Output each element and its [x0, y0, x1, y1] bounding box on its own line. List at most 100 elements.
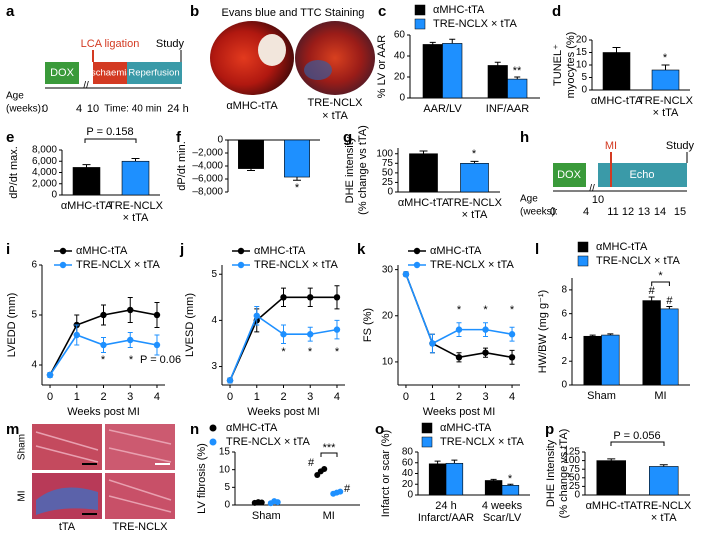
x-tick-label: 2: [100, 391, 106, 403]
y-tick-label: 6: [31, 260, 37, 271]
bar: [442, 43, 463, 99]
bar: [642, 300, 661, 386]
event-label: MI: [605, 140, 617, 152]
point: [307, 294, 314, 301]
y-tick-label: 30: [382, 264, 394, 275]
y-tick-label: 20: [382, 310, 394, 321]
point: [337, 488, 344, 495]
point: [253, 312, 260, 319]
point: [100, 311, 107, 319]
y-tick-label: 2,000: [32, 178, 57, 189]
legend-label: TRE-NCLX × tTA: [596, 255, 681, 267]
bar: [238, 139, 264, 169]
x-tick-label: 2: [280, 391, 286, 403]
column-label: TRE-NCLX: [112, 521, 168, 533]
x-tick-label: 4: [509, 391, 515, 403]
x-tick-label: αMHC-tTA: [398, 197, 450, 209]
x-tick-label: 0: [47, 391, 53, 403]
y-axis-label: dP/dt min.: [176, 141, 188, 191]
annotation: #: [666, 295, 673, 307]
age-tick: 13: [638, 206, 650, 218]
error-bar: [293, 177, 301, 181]
x-tick-label: TRE-NCLX: [447, 197, 503, 209]
row-label: Sham: [17, 434, 28, 460]
dox-box: [45, 62, 79, 84]
y-axis-label: HW/BW (mg g⁻¹): [537, 290, 549, 373]
y-tick-label: –4,000: [192, 161, 223, 172]
panel-letter: n: [190, 421, 199, 438]
bar: [484, 480, 503, 496]
point: [482, 349, 489, 356]
dox-label: DOX: [557, 169, 582, 181]
error-bar: [666, 306, 673, 309]
y-tick-label: 25: [382, 177, 394, 188]
y-axis-label: LV fibrosis (%): [196, 443, 208, 514]
point: [333, 294, 341, 301]
annotation: *: [510, 304, 515, 316]
x-tick-label: 3: [482, 391, 488, 403]
dox-label: DOX: [50, 67, 75, 79]
y-tick-label: 50: [569, 472, 581, 483]
legend-label: αMHC-tTA: [596, 241, 648, 253]
y-tick-label: 25: [569, 481, 581, 492]
bar: [601, 334, 620, 386]
annotation: *: [129, 354, 134, 366]
point: [46, 371, 54, 379]
legend-swatch: [413, 261, 421, 269]
point: [482, 326, 489, 333]
annotation: P = 0.158: [86, 126, 133, 138]
point: [508, 354, 516, 361]
age-tick: 10: [592, 194, 604, 206]
bar: [583, 335, 602, 386]
fiber-texture: [35, 429, 172, 513]
end-label: Study: [156, 38, 185, 50]
x-tick-label: MI: [654, 390, 666, 402]
legend-label: TRE-NCLX × tTA: [430, 259, 515, 271]
age-tick: 0: [42, 103, 48, 115]
x-tick-label: 4: [154, 391, 160, 403]
x-tick-label: × tTA: [653, 107, 679, 119]
y-tick-label: 50: [382, 168, 394, 179]
error-bar: [607, 333, 614, 336]
error-bar: [247, 168, 255, 172]
point: [429, 340, 436, 347]
x-tick-label: 4 weeks: [482, 500, 523, 512]
error-bar: [429, 41, 436, 45]
y-axis-label: DHE Intensity: [545, 439, 557, 507]
bar: [596, 460, 626, 496]
significance-bracket: [84, 138, 137, 143]
y-tick-label: 0: [51, 190, 57, 201]
panel-letter: b: [190, 3, 199, 20]
y-axis-label: LVEDD (mm): [6, 293, 18, 358]
column-label: tTA: [59, 521, 76, 533]
point: [455, 354, 463, 361]
y-tick-label: 0: [399, 93, 405, 104]
bar: [501, 485, 520, 496]
y-tick-label: 15: [576, 47, 588, 58]
x-tick-label: TRE-NCLX: [638, 95, 694, 107]
error-bar: [612, 47, 621, 53]
y-tick-label: 60: [402, 457, 414, 468]
heart-image-blue: [304, 60, 332, 80]
age-tick: 15: [674, 206, 686, 218]
bar: [409, 153, 438, 193]
annotation: **: [513, 65, 522, 77]
annotation: *: [472, 148, 477, 160]
point: [153, 311, 161, 319]
y-tick-label: –6,000: [192, 174, 223, 185]
y-axis-label: (% change vs tTA): [357, 125, 369, 215]
y-tick-label: –8,000: [192, 187, 223, 198]
y-tick-label: 0: [581, 85, 587, 96]
panel-letter: k: [357, 241, 366, 258]
event-label: LCA ligation: [81, 38, 140, 50]
significance-bracket: [651, 281, 670, 286]
legend-label: αMHC-tTA: [226, 422, 278, 434]
y-tick-label: 5: [31, 310, 37, 321]
error-bar: [507, 483, 514, 486]
error-bar: [451, 459, 458, 464]
panel-letter: j: [179, 241, 184, 258]
point: [73, 331, 80, 339]
y-tick-label: 60: [394, 30, 406, 41]
y-tick-label: 20: [402, 479, 414, 490]
y-tick-label: 75: [382, 158, 394, 169]
